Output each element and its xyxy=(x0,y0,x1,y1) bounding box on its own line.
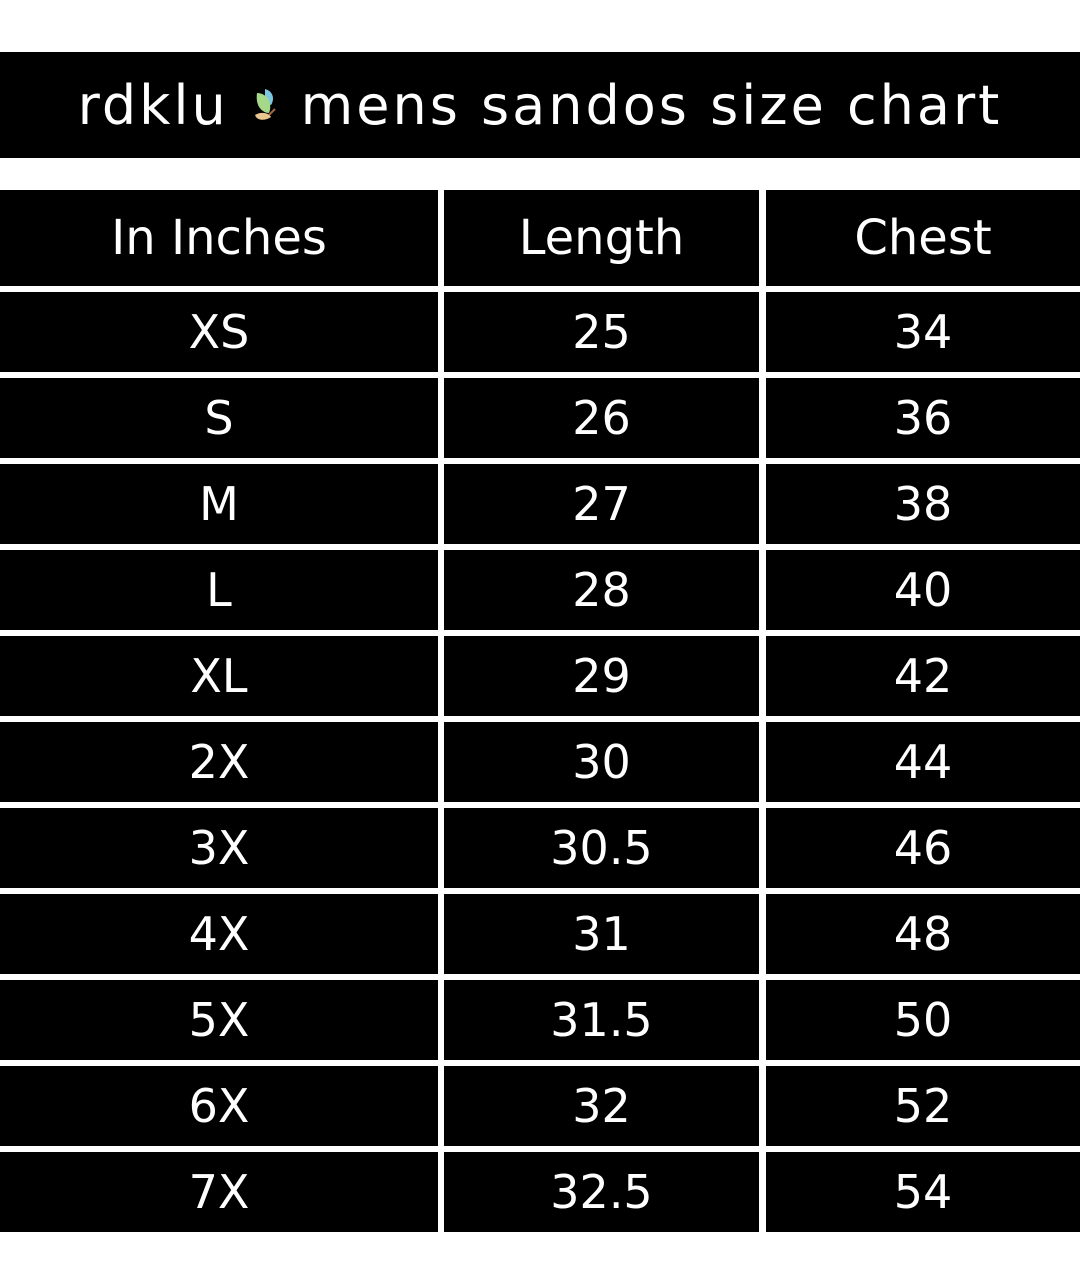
header-chest: Chest xyxy=(766,190,1080,286)
header-in-inches: In Inches xyxy=(0,190,438,286)
size-cell: XL xyxy=(0,636,438,716)
size-cell: XS xyxy=(0,292,438,372)
size-cell: 4X xyxy=(0,894,438,974)
table-row: 5X 31.5 50 xyxy=(0,980,1080,1060)
table-row: 3X 30.5 46 xyxy=(0,808,1080,888)
length-cell: 30.5 xyxy=(444,808,759,888)
table-row: 7X 32.5 54 xyxy=(0,1152,1080,1232)
length-cell: 26 xyxy=(444,378,759,458)
chest-cell: 36 xyxy=(766,378,1080,458)
size-cell: 2X xyxy=(0,722,438,802)
length-cell: 30 xyxy=(444,722,759,802)
table-row: M 27 38 xyxy=(0,464,1080,544)
length-cell: 27 xyxy=(444,464,759,544)
length-cell: 31.5 xyxy=(444,980,759,1060)
title-bar: rdklu mens sandos size chart xyxy=(0,52,1080,158)
chest-cell: 46 xyxy=(766,808,1080,888)
length-cell: 32 xyxy=(444,1066,759,1146)
length-cell: 25 xyxy=(444,292,759,372)
chest-cell: 38 xyxy=(766,464,1080,544)
table-row: XS 25 34 xyxy=(0,292,1080,372)
size-table: In Inches Length Chest XS 25 34 S 26 36 M 27 38 L… xyxy=(0,190,1080,1238)
chest-cell: 54 xyxy=(766,1152,1080,1232)
table-row: 2X 30 44 xyxy=(0,722,1080,802)
header-length: Length xyxy=(444,190,759,286)
chest-cell: 50 xyxy=(766,980,1080,1060)
chest-cell: 52 xyxy=(766,1066,1080,1146)
length-cell: 31 xyxy=(444,894,759,974)
size-cell: 6X xyxy=(0,1066,438,1146)
length-cell: 29 xyxy=(444,636,759,716)
table-row: 4X 31 48 xyxy=(0,894,1080,974)
chest-cell: 40 xyxy=(766,550,1080,630)
chart-title: mens sandos size chart xyxy=(300,73,1003,137)
header-row: In Inches Length Chest xyxy=(0,190,1080,286)
chest-cell: 44 xyxy=(766,722,1080,802)
size-cell: 3X xyxy=(0,808,438,888)
size-cell: M xyxy=(0,464,438,544)
chest-cell: 34 xyxy=(766,292,1080,372)
size-cell: L xyxy=(0,550,438,630)
butterfly-logo-icon xyxy=(254,89,276,120)
table-row: 6X 32 52 xyxy=(0,1066,1080,1146)
brand-name: rdklu xyxy=(77,73,229,137)
chest-cell: 48 xyxy=(766,894,1080,974)
table-row: S 26 36 xyxy=(0,378,1080,458)
size-cell: 7X xyxy=(0,1152,438,1232)
chest-cell: 42 xyxy=(766,636,1080,716)
length-cell: 28 xyxy=(444,550,759,630)
length-cell: 32.5 xyxy=(444,1152,759,1232)
table-row: L 28 40 xyxy=(0,550,1080,630)
size-cell: S xyxy=(0,378,438,458)
size-cell: 5X xyxy=(0,980,438,1060)
table-row: XL 29 42 xyxy=(0,636,1080,716)
